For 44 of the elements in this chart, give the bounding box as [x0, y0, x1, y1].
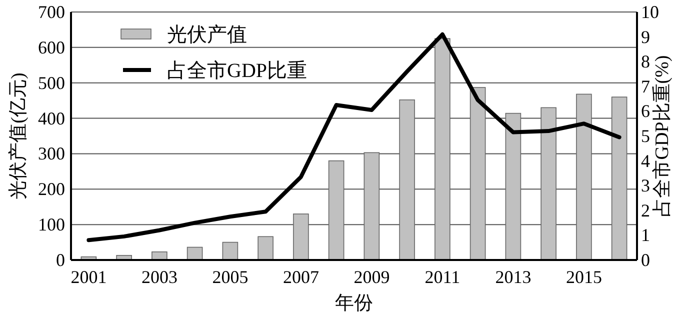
y2-tick-label: 5 [641, 126, 650, 146]
bar [293, 214, 309, 260]
bar [222, 242, 238, 260]
bar [540, 107, 556, 260]
y2-tick-label: 3 [641, 176, 650, 196]
bar [399, 99, 415, 260]
y2-tick-label: 6 [641, 101, 650, 122]
y2-axis-title: 占全市GDP比重(%) [651, 55, 673, 217]
x-tick-label: 2009 [354, 267, 390, 287]
bar [611, 96, 628, 260]
x-tick-label: 2005 [212, 267, 248, 287]
y-tick-label: 300 [38, 144, 65, 164]
bar [434, 38, 450, 260]
y-tick-label: 200 [38, 179, 65, 200]
bar [328, 160, 344, 260]
y2-tick-label: 4 [641, 150, 650, 171]
y-tick-label: 100 [38, 214, 65, 235]
bar [505, 112, 522, 260]
y-tick-label: 400 [38, 108, 65, 128]
legend-label: 占全市GDP比重 [167, 60, 308, 82]
y-tick-label: 700 [38, 2, 65, 22]
bar [258, 236, 274, 260]
x-tick-label: 2007 [282, 267, 319, 287]
x-tick-label: 2015 [566, 267, 602, 287]
y-tick-label: 0 [56, 250, 65, 270]
y2-tick-label: 1 [641, 225, 650, 246]
x-tick-label: 2003 [141, 267, 178, 287]
y2-tick-label: 10 [641, 2, 659, 22]
x-tick-label: 2011 [424, 267, 460, 287]
y2-tick-label: 8 [641, 52, 650, 72]
x-axis-title: 年份 [335, 293, 373, 314]
bar [576, 94, 592, 260]
y-axis-title: 光伏产值(亿元) [8, 72, 29, 200]
y2-tick-label: 2 [641, 200, 650, 220]
x-tick-label: 2001 [70, 267, 107, 287]
y2-tick-label: 7 [641, 76, 650, 96]
bar [470, 87, 486, 260]
y2-tick-label: 9 [641, 26, 650, 47]
y2-tick-label: 0 [641, 250, 650, 270]
y-tick-label: 600 [38, 37, 65, 58]
y-tick-label: 500 [38, 72, 65, 93]
bar [364, 152, 380, 260]
x-tick-label: 2013 [495, 267, 532, 287]
legend-label: 光伏产值 [167, 24, 247, 46]
